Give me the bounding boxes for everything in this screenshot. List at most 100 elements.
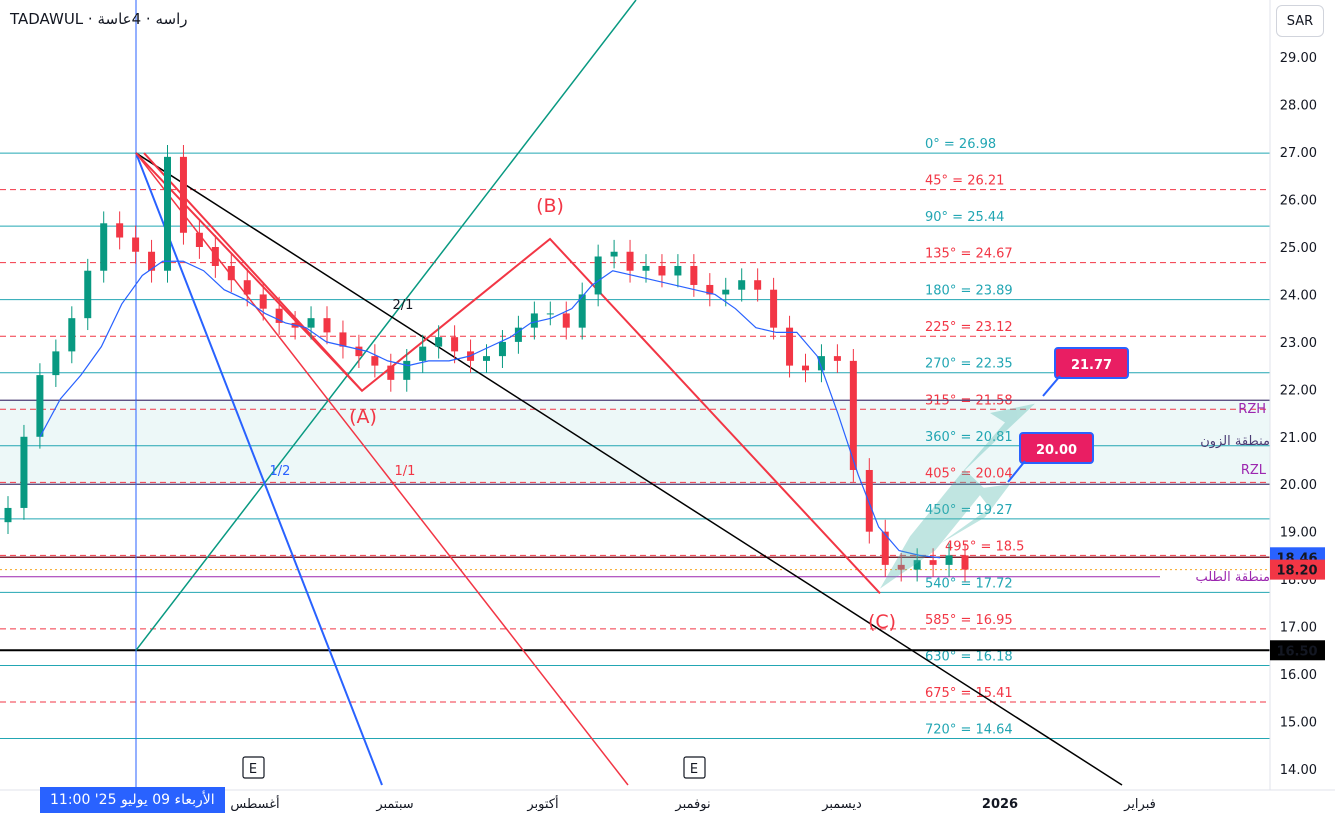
candle-body [674, 265, 682, 276]
candle-body [164, 156, 171, 271]
time-axis-label: أكتوبر [526, 795, 558, 812]
candle-body [195, 232, 203, 248]
abc-wave [135, 152, 881, 595]
target-pointer [1042, 375, 1061, 397]
fib-level-label: 630° = 16.18 [925, 649, 1013, 664]
event-marker [683, 756, 706, 779]
candle-body [770, 289, 778, 328]
target-pointer [1007, 460, 1026, 483]
candle-body [881, 531, 889, 565]
fib-level-label: 495° = 18.5 [945, 539, 1024, 554]
candle-body [100, 223, 108, 271]
fib-level-label: 0° = 26.98 [925, 137, 996, 152]
candle-body [929, 560, 937, 565]
wave-label-b: (B) [536, 195, 564, 217]
wave-label-c: (C) [868, 611, 896, 633]
fib-level-label: 270° = 22.35 [925, 357, 1013, 372]
zone-label-rzh: RZH [1238, 402, 1266, 417]
fib-level-label: 540° = 17.72 [925, 576, 1013, 591]
candle-body [116, 223, 124, 238]
price-badge-label: 16.50 [1276, 644, 1317, 659]
candle-body [786, 327, 794, 366]
candle-body [4, 507, 12, 523]
price-axis-tick: 26.00 [1280, 194, 1317, 209]
candle-body [738, 280, 746, 290]
target-label: 21.77 [1071, 358, 1112, 373]
time-axis-label: ديسمبر [821, 797, 862, 812]
candle-body [658, 265, 666, 276]
gann-label-1x2: 1/2 [270, 464, 291, 479]
candle-body [897, 564, 905, 570]
price-axis-tick: 25.00 [1280, 241, 1317, 256]
candle-body [706, 284, 714, 295]
candle-body [451, 337, 459, 352]
candle-body [275, 308, 283, 323]
candle-body [371, 356, 379, 366]
price-axis-tick: 29.00 [1280, 51, 1317, 66]
candle-body [833, 356, 841, 361]
crosshair-date-label: الأربعاء 09 يوليو 25' 11:00 [40, 787, 225, 813]
fib-level-label: 135° = 24.67 [925, 247, 1013, 262]
currency-button[interactable]: SAR [1276, 5, 1324, 37]
fib-level-label: 720° = 14.64 [925, 723, 1013, 738]
time-axis-label: سبتمبر [375, 797, 413, 812]
moving-average-line [39, 260, 941, 559]
projection-arrow-lower [880, 484, 1010, 589]
fib-level-label: 450° = 19.27 [925, 503, 1013, 518]
fib-level-label: 90° = 25.44 [925, 210, 1004, 225]
candle-body [913, 560, 921, 570]
candle-body [642, 265, 650, 271]
candle-body [36, 375, 44, 437]
time-axis-label: نوفمبر [674, 797, 710, 812]
price-axis-tick: 27.00 [1280, 146, 1317, 161]
candle-body [419, 346, 427, 361]
time-axis-label: أغسطس [230, 795, 279, 812]
candle-body [945, 555, 953, 565]
candle-body [227, 265, 235, 281]
time-axis-label: فبراير [1123, 797, 1156, 812]
price-axis-tick: 16.00 [1280, 668, 1317, 683]
candle-body [435, 337, 443, 347]
candle-body [68, 318, 76, 352]
candle-body [578, 294, 586, 328]
price-axis-tick: 24.00 [1280, 288, 1317, 303]
target-box [1019, 432, 1094, 464]
candle-body [387, 365, 395, 380]
fib-level-label: 45° = 26.21 [925, 174, 1004, 189]
fib-level-label: 405° = 20.04 [925, 466, 1013, 481]
candle-body [355, 346, 363, 357]
gann-line-2x1 [135, 0, 637, 651]
time-axis-label: 2026 [982, 797, 1018, 812]
zone-label-demand: منطقة الطلب [1195, 570, 1270, 585]
candle-body [817, 356, 825, 371]
candle-body [514, 327, 522, 342]
candle-body [802, 365, 809, 371]
candle-body [690, 265, 698, 285]
gann-label-1x1: 1/1 [395, 464, 416, 479]
candle-body [52, 351, 60, 376]
candle-body [849, 360, 857, 470]
candle-body [722, 289, 730, 295]
fib-level-label: 360° = 20.81 [925, 430, 1013, 445]
candle-body [562, 313, 570, 328]
wave-label-a: (A) [349, 406, 377, 428]
price-axis-tick: 28.00 [1280, 99, 1317, 114]
candle-body [307, 318, 315, 328]
candle-body [339, 332, 347, 347]
candle-body [179, 156, 187, 233]
price-axis-tick: 15.00 [1280, 715, 1317, 730]
candle-body [20, 436, 28, 508]
downtrend-line [135, 152, 1123, 786]
zone-label-supply: منطقة الزون [1200, 434, 1270, 449]
candle-body [626, 251, 634, 271]
candle-body [323, 318, 331, 333]
price-axis-tick: 14.00 [1280, 763, 1317, 778]
zone-label-rzl: RZL [1241, 463, 1267, 478]
abc-wave-parallel [143, 152, 363, 392]
gann-line-1x2 [135, 152, 383, 786]
candle-body [546, 313, 554, 315]
candle-body [961, 555, 969, 570]
candle-body [530, 313, 538, 328]
price-axis-tick: 21.00 [1280, 431, 1317, 446]
